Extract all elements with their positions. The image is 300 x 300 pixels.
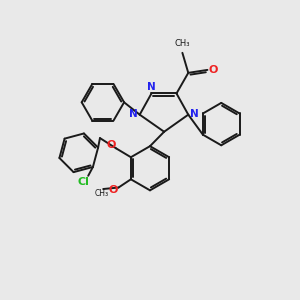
Text: O: O (107, 140, 116, 150)
Text: N: N (190, 109, 199, 119)
Text: Cl: Cl (77, 177, 89, 187)
Text: CH₃: CH₃ (95, 189, 109, 198)
Text: N: N (129, 109, 138, 119)
Text: N: N (147, 82, 156, 92)
Text: O: O (208, 65, 218, 75)
Text: CH₃: CH₃ (175, 38, 190, 47)
Text: O: O (109, 185, 118, 196)
